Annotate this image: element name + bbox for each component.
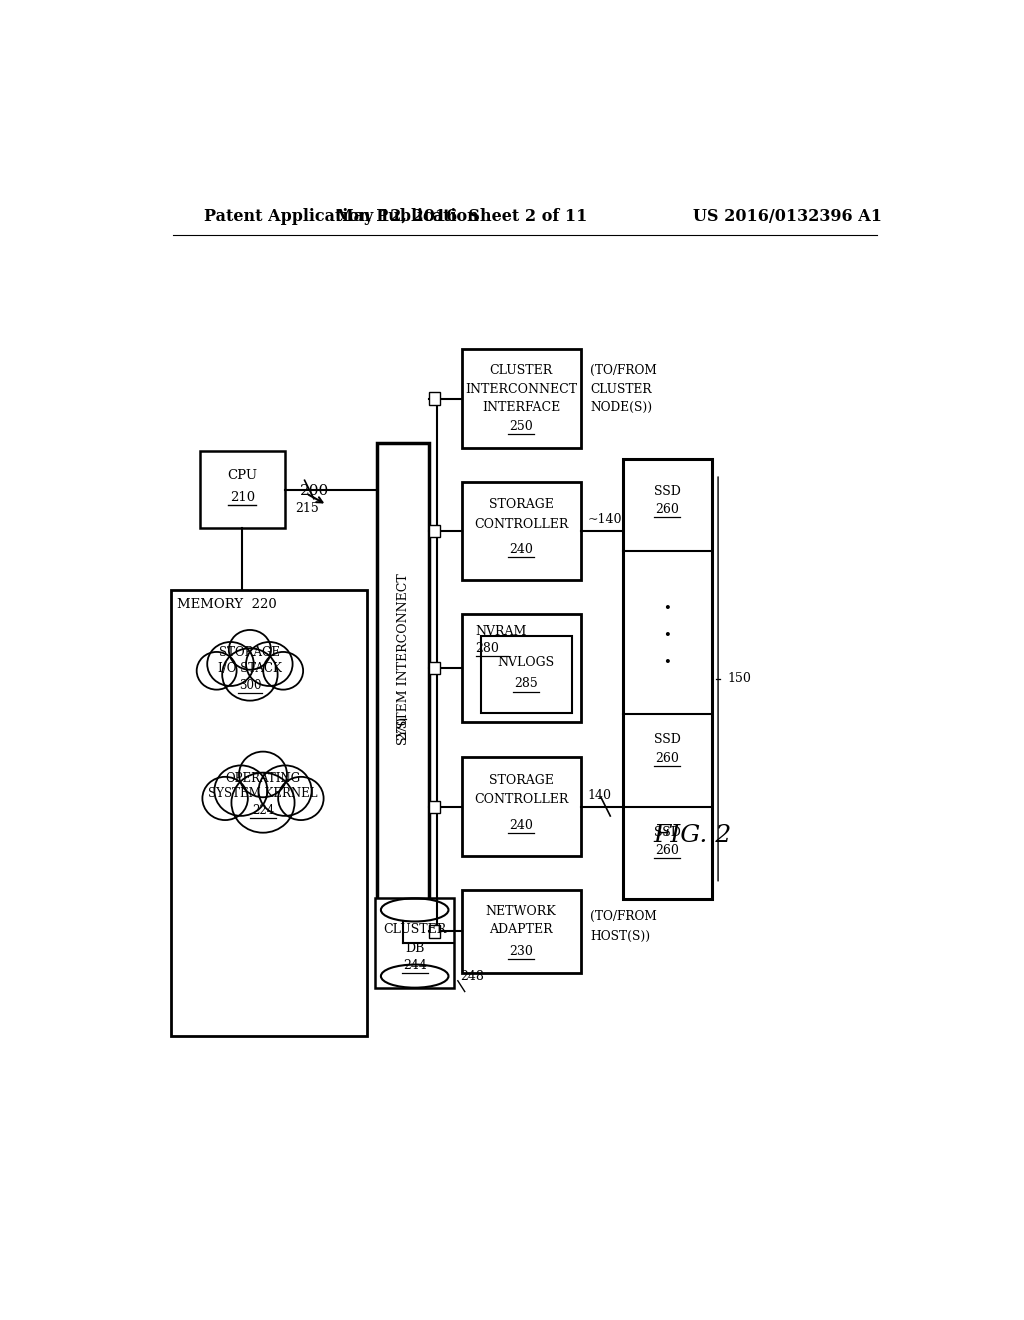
Bar [429, 392, 440, 405]
Text: May 12, 2016  Sheet 2 of 11: May 12, 2016 Sheet 2 of 11 [336, 207, 588, 224]
Bar [429, 663, 440, 675]
Ellipse shape [259, 766, 311, 816]
Text: FIG. 2: FIG. 2 [653, 825, 732, 847]
Text: 224: 224 [252, 804, 274, 817]
Text: SSD: SSD [653, 733, 681, 746]
Text: 215: 215 [295, 502, 319, 515]
Text: SYSTEM KERNEL: SYSTEM KERNEL [208, 787, 317, 800]
Text: HOST(S)): HOST(S)) [590, 929, 650, 942]
Bar [624, 459, 712, 899]
Text: STORAGE: STORAGE [488, 774, 553, 787]
Text: ~140: ~140 [587, 513, 622, 527]
Text: 200: 200 [300, 484, 329, 498]
Text: 270: 270 [396, 717, 410, 741]
Bar [429, 925, 440, 937]
Text: CPU: CPU [227, 469, 257, 482]
Text: CLUSTER: CLUSTER [489, 364, 553, 378]
Ellipse shape [214, 766, 267, 816]
Text: 248: 248 [460, 970, 484, 983]
Bar [462, 350, 581, 447]
Bar [462, 482, 581, 581]
Text: 244: 244 [402, 958, 427, 972]
Text: SSD: SSD [653, 484, 681, 498]
Text: NVLOGS: NVLOGS [498, 656, 555, 669]
Text: (TO/FROM: (TO/FROM [590, 911, 657, 924]
Text: 240: 240 [509, 818, 532, 832]
Text: 260: 260 [655, 751, 679, 764]
Text: (TO/FROM: (TO/FROM [590, 364, 657, 378]
Text: INTERFACE: INTERFACE [482, 400, 560, 413]
Text: NODE(S)): NODE(S)) [590, 401, 652, 414]
Text: STORAGE: STORAGE [219, 647, 281, 659]
Text: SYSTEM INTERCONNECT: SYSTEM INTERCONNECT [396, 573, 410, 744]
Text: 140: 140 [587, 788, 611, 801]
Text: MEMORY  220: MEMORY 220 [177, 598, 276, 611]
Bar [200, 451, 285, 528]
Ellipse shape [228, 630, 271, 669]
Bar [481, 636, 571, 713]
Text: CLUSTER: CLUSTER [590, 383, 651, 396]
Text: STORAGE: STORAGE [488, 499, 553, 511]
Bar [462, 890, 581, 973]
Text: ·: · [663, 648, 672, 678]
Bar [377, 444, 429, 921]
Ellipse shape [207, 642, 254, 686]
Bar [429, 800, 440, 813]
Text: DB: DB [406, 942, 424, 954]
Text: 210: 210 [229, 491, 255, 504]
Text: 260: 260 [655, 843, 679, 857]
Text: 280: 280 [475, 642, 500, 655]
Text: Patent Application Publication: Patent Application Publication [204, 207, 478, 224]
Text: 240: 240 [509, 543, 532, 556]
Text: 250: 250 [509, 420, 532, 433]
Text: NETWORK: NETWORK [485, 906, 556, 917]
Text: ADAPTER: ADAPTER [489, 924, 553, 936]
Text: NVRAM: NVRAM [475, 624, 527, 638]
Bar [462, 758, 581, 857]
Text: 230: 230 [509, 945, 532, 958]
Text: 260: 260 [655, 503, 679, 516]
Text: INTERCONNECT: INTERCONNECT [465, 383, 577, 396]
Text: CONTROLLER: CONTROLLER [474, 793, 568, 807]
Bar [376, 898, 454, 989]
Ellipse shape [197, 652, 237, 689]
Ellipse shape [239, 751, 287, 797]
Ellipse shape [222, 648, 278, 701]
Text: CONTROLLER: CONTROLLER [474, 517, 568, 531]
Text: OPERATING: OPERATING [225, 772, 301, 785]
Text: 285: 285 [514, 677, 539, 690]
Ellipse shape [231, 772, 295, 833]
Ellipse shape [246, 642, 293, 686]
Bar [429, 525, 440, 537]
Text: ·: · [663, 622, 672, 652]
Bar [462, 614, 581, 722]
Text: 300: 300 [239, 678, 261, 692]
Ellipse shape [263, 652, 303, 689]
Text: I/O STACK: I/O STACK [218, 661, 282, 675]
Text: ·: · [663, 594, 672, 626]
Text: SSD: SSD [653, 825, 681, 838]
Ellipse shape [279, 777, 324, 820]
Ellipse shape [203, 777, 248, 820]
Text: US 2016/0132396 A1: US 2016/0132396 A1 [692, 207, 882, 224]
Text: 150: 150 [727, 672, 752, 685]
Bar [171, 590, 367, 1036]
Text: CLUSTER: CLUSTER [383, 924, 446, 936]
